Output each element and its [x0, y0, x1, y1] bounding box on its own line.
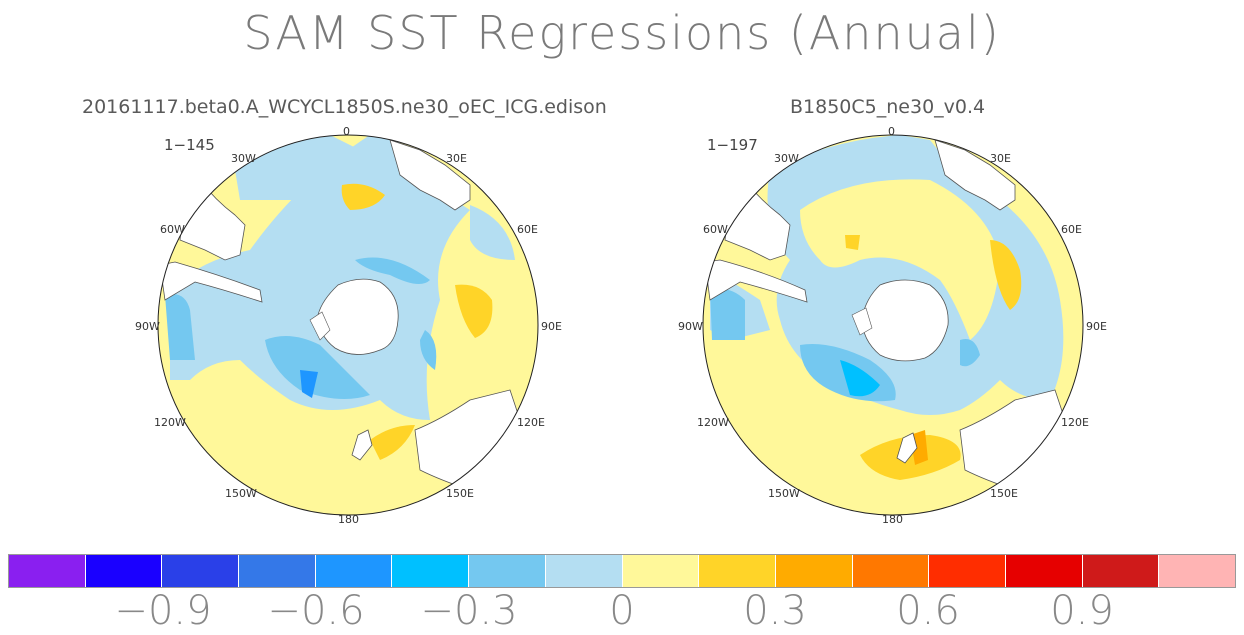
p1-lon-30w: 30W	[231, 152, 256, 165]
p2-lon-90e: 90E	[1086, 320, 1107, 333]
cbar-tick-label: 0.6	[896, 588, 960, 634]
p2-lon-180: 180	[882, 513, 903, 526]
cbar-tick-label: 0.3	[743, 588, 807, 634]
colorbar-swatch	[621, 555, 699, 587]
colorbar-swatch	[391, 555, 469, 587]
panel-2-title: B1850C5_ne30_v0.4	[790, 96, 986, 118]
colorbar-swatch	[238, 555, 315, 587]
cbar-tick-label: 0.9	[1050, 588, 1114, 634]
p2-lon-150e: 150E	[990, 487, 1018, 500]
colorbar-swatch	[1081, 555, 1159, 587]
p1-lon-180: 180	[338, 513, 359, 526]
p2-lon-30e: 30E	[990, 152, 1011, 165]
colorbar	[8, 554, 1236, 588]
p2-lon-150w: 150W	[768, 487, 800, 500]
panel-1-years: 1−145	[164, 136, 215, 154]
panel-1-outline	[157, 134, 539, 516]
colorbar-swatch	[84, 555, 162, 587]
p1-lon-0: 0	[343, 125, 350, 138]
panel-2-map	[703, 135, 1083, 515]
panel-2-outline	[702, 134, 1084, 516]
colorbar-swatch	[9, 555, 85, 587]
colorbar-swatch	[851, 555, 929, 587]
p1-lon-120e: 120E	[517, 416, 545, 429]
panel-2-years: 1−197	[707, 136, 758, 154]
colorbar-swatch	[698, 555, 775, 587]
p1-lon-60w: 60W	[160, 223, 185, 236]
colorbar-swatch	[161, 555, 239, 587]
panel-1-title: 20161117.beta0.A_WCYCL1850S.ne30_oEC_ICG…	[82, 96, 607, 118]
p1-lon-150w: 150W	[225, 487, 257, 500]
p2-lon-30w: 30W	[774, 152, 799, 165]
p2-lon-120e: 120E	[1061, 416, 1089, 429]
p2-lon-60e: 60E	[1061, 223, 1082, 236]
colorbar-swatch	[314, 555, 392, 587]
cbar-tick-label: −0.6	[267, 588, 365, 634]
colorbar-swatch	[928, 555, 1005, 587]
p2-lon-0: 0	[888, 125, 895, 138]
colorbar-swatch	[544, 555, 622, 587]
p1-lon-150e: 150E	[446, 487, 474, 500]
cbar-tick-label: 0	[609, 588, 635, 634]
colorbar-swatch	[1158, 555, 1235, 587]
p2-lon-120w: 120W	[697, 416, 729, 429]
colorbar-swatch	[468, 555, 545, 587]
colorbar-swatch	[1004, 555, 1082, 587]
p1-lon-90w: 90W	[135, 320, 160, 333]
figure-title: SAM SST Regressions (Annual)	[243, 6, 1001, 60]
cbar-tick-label: −0.3	[420, 588, 518, 634]
p1-lon-60e: 60E	[517, 223, 538, 236]
p1-lon-90e: 90E	[541, 320, 562, 333]
p2-lon-60w: 60W	[703, 223, 728, 236]
panel-1-map	[158, 135, 538, 515]
p1-lon-120w: 120W	[154, 416, 186, 429]
cbar-tick-label: −0.9	[114, 588, 212, 634]
p2-lon-90w: 90W	[678, 320, 703, 333]
colorbar-swatch	[774, 555, 852, 587]
p1-lon-30e: 30E	[446, 152, 467, 165]
